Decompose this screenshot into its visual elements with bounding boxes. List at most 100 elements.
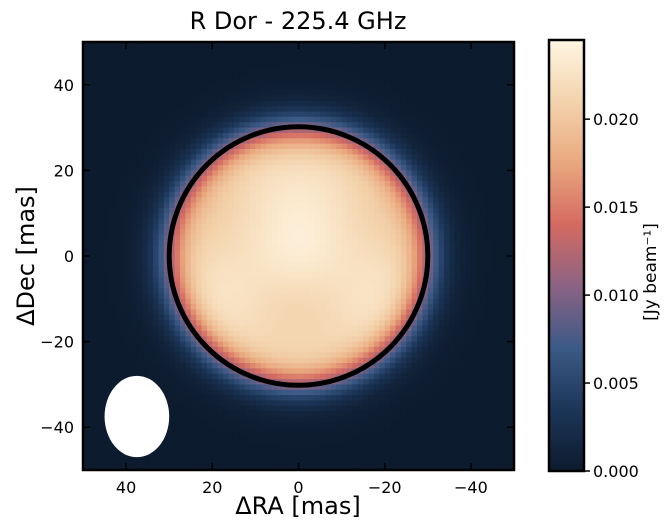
heatmap-cell <box>293 143 300 150</box>
heatmap-cell <box>465 122 472 129</box>
heatmap-cell <box>438 127 445 134</box>
heatmap-cell <box>449 304 456 311</box>
heatmap-cell <box>476 250 483 257</box>
heatmap-cell <box>239 132 246 139</box>
heatmap-cell <box>476 79 483 86</box>
heatmap-cell <box>190 373 197 380</box>
heatmap-cell <box>136 165 143 171</box>
heatmap-cell <box>158 363 165 369</box>
heatmap-cell <box>352 213 359 220</box>
heatmap-cell <box>400 52 407 59</box>
heatmap-cell <box>250 309 256 316</box>
heatmap-cell <box>88 363 95 369</box>
heatmap-cell <box>433 170 440 177</box>
heatmap-cell <box>309 170 316 177</box>
heatmap-cell <box>196 197 203 204</box>
heatmap-cell <box>255 357 262 364</box>
heatmap-cell <box>287 181 294 188</box>
heatmap-cell <box>503 250 510 257</box>
heatmap-cell <box>244 293 251 300</box>
heatmap-cell <box>465 111 472 118</box>
heatmap-cell <box>346 277 353 284</box>
heatmap-cell <box>201 229 208 236</box>
heatmap-cell <box>460 181 467 188</box>
heatmap-cell <box>352 256 359 262</box>
heatmap-cell <box>492 58 499 64</box>
heatmap-cell <box>185 363 192 369</box>
heatmap-cell <box>314 288 321 295</box>
heatmap-cell <box>201 52 208 59</box>
heatmap-cell <box>276 352 283 359</box>
heatmap-cell <box>271 84 278 91</box>
heatmap-cell <box>390 250 397 257</box>
heatmap-cell <box>142 52 149 59</box>
heatmap-cell <box>309 298 316 305</box>
heatmap-cell <box>271 346 278 353</box>
heatmap-cell <box>314 79 321 86</box>
heatmap-cell <box>309 266 316 273</box>
heatmap-cell <box>309 245 316 252</box>
heatmap-cell <box>206 197 213 204</box>
heatmap-cell <box>492 127 499 134</box>
heatmap-cell <box>406 100 413 107</box>
heatmap-cell <box>136 277 143 284</box>
heatmap-cell <box>255 58 262 64</box>
heatmap-cell <box>169 202 176 209</box>
heatmap-cell <box>174 218 181 225</box>
heatmap-cell <box>126 165 133 171</box>
heatmap-cell <box>212 68 219 75</box>
heatmap-cell <box>233 79 240 86</box>
heatmap-cell <box>373 100 380 107</box>
heatmap-cell <box>120 202 127 209</box>
heatmap-cell <box>454 84 461 91</box>
heatmap-cell <box>217 143 224 150</box>
heatmap-cell <box>460 63 467 70</box>
heatmap-cell <box>487 90 494 97</box>
heatmap-cell <box>239 127 246 134</box>
heatmap-cell <box>293 132 300 139</box>
heatmap-cell <box>352 197 359 204</box>
heatmap-cell <box>433 116 440 123</box>
heatmap-cell <box>120 165 127 171</box>
heatmap-cell <box>142 346 149 353</box>
heatmap-cell <box>266 52 273 59</box>
heatmap-cell <box>239 363 246 369</box>
heatmap-cell <box>314 84 321 91</box>
heatmap-cell <box>142 127 149 134</box>
heatmap-cell <box>196 159 203 166</box>
heatmap-cell <box>212 282 219 289</box>
heatmap-cell <box>449 165 456 171</box>
heatmap-cell <box>503 84 510 91</box>
heatmap-cell <box>255 266 262 273</box>
heatmap-cell <box>487 202 494 209</box>
heatmap-cell <box>384 266 391 273</box>
heatmap-cell <box>352 309 359 316</box>
heatmap-cell <box>320 84 327 91</box>
heatmap-cell <box>239 68 246 75</box>
heatmap-cell <box>492 84 499 91</box>
heatmap-cell <box>244 304 251 311</box>
heatmap-cell <box>201 314 208 321</box>
heatmap-cell <box>190 288 197 295</box>
heatmap-cell <box>336 181 343 188</box>
heatmap-cell <box>174 373 181 380</box>
heatmap-cell <box>379 239 386 246</box>
heatmap-cell <box>379 363 386 369</box>
heatmap-cell <box>460 106 467 113</box>
heatmap-cell <box>487 186 494 193</box>
heatmap-cell <box>206 111 213 118</box>
heatmap-cell <box>120 272 127 278</box>
heatmap-cell <box>379 68 386 75</box>
heatmap-cell <box>282 341 289 348</box>
heatmap-cell <box>212 127 219 134</box>
heatmap-cell <box>255 138 262 145</box>
heatmap-cell <box>454 368 461 375</box>
heatmap-cell <box>223 84 230 91</box>
heatmap-cell <box>406 218 413 225</box>
heatmap-cell <box>239 165 246 171</box>
heatmap-cell <box>271 52 278 59</box>
heatmap-cell <box>158 336 165 343</box>
heatmap-cell <box>411 149 418 155</box>
heatmap-cell <box>88 47 95 54</box>
heatmap-cell <box>83 111 89 118</box>
